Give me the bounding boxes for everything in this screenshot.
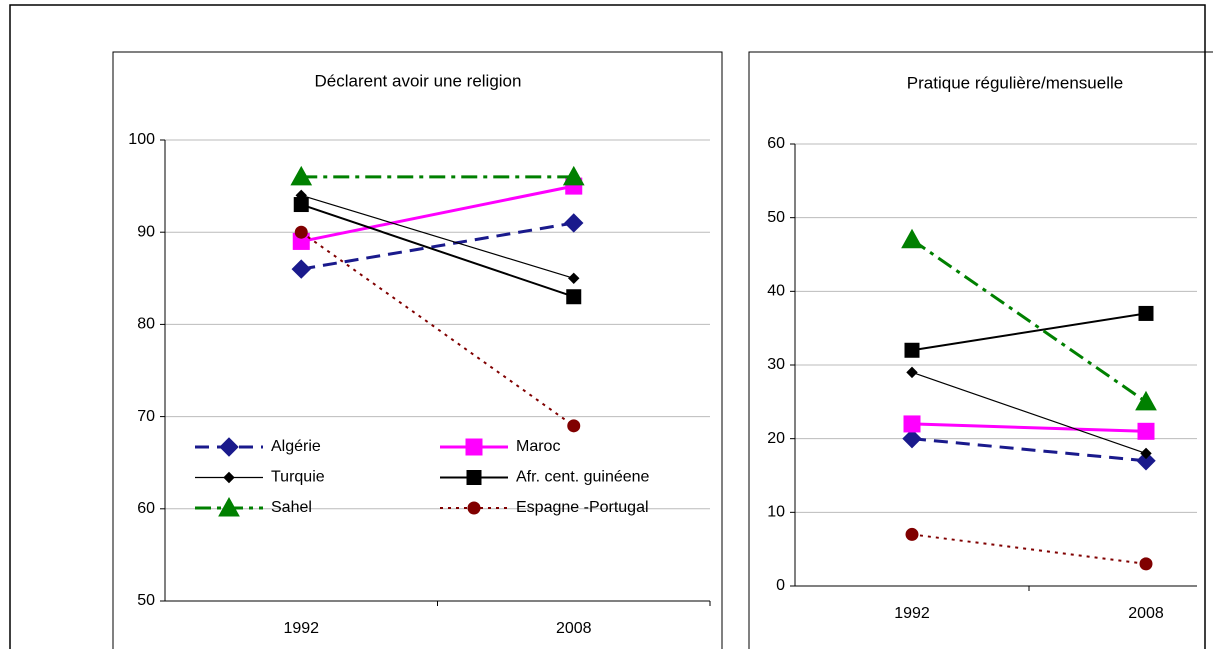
legend-label: Afr. cent. guinéene <box>516 469 650 486</box>
legend-label: Sahel <box>271 499 312 516</box>
marker <box>901 228 923 249</box>
marker <box>562 165 585 186</box>
marker <box>566 289 582 305</box>
y-tick-label: 80 <box>137 316 155 333</box>
marker <box>1135 390 1157 411</box>
marker <box>1136 451 1156 471</box>
y-tick-label: 10 <box>767 504 785 521</box>
legend-label: Turquie <box>271 469 325 486</box>
y-tick-label: 90 <box>137 223 155 240</box>
marker <box>1139 557 1153 571</box>
marker <box>1138 305 1154 321</box>
y-tick-label: 70 <box>137 408 155 425</box>
y-tick-label: 20 <box>767 430 785 447</box>
y-tick-label: 50 <box>767 209 785 226</box>
legend-marker <box>218 496 240 517</box>
marker <box>568 272 580 285</box>
chart-title: Pratique régulière/mensuelle <box>907 73 1123 92</box>
left-panel <box>112 51 723 649</box>
legend-label: Maroc <box>516 438 560 455</box>
y-tick-label: 40 <box>767 283 785 300</box>
y-tick-label: 50 <box>137 592 155 609</box>
legend-marker <box>465 438 483 456</box>
x-tick-label: 1992 <box>283 620 319 637</box>
series-line <box>911 533 1147 565</box>
marker <box>291 259 311 279</box>
marker <box>567 419 581 433</box>
legend-marker <box>467 501 481 515</box>
legend-label: Algérie <box>271 438 321 455</box>
series-line <box>300 203 575 298</box>
series-line <box>911 238 1147 404</box>
series-line <box>301 194 574 279</box>
y-tick-label: 30 <box>767 356 785 373</box>
series-line <box>911 312 1147 352</box>
series-line <box>300 221 575 271</box>
marker <box>293 197 309 213</box>
legend-label: Espagne -Portugal <box>516 499 649 516</box>
marker <box>1140 447 1152 460</box>
right-panel <box>748 51 1213 649</box>
marker <box>905 527 919 541</box>
marker <box>290 165 313 186</box>
marker <box>1137 422 1155 440</box>
series-line <box>911 422 1147 433</box>
series-line <box>911 437 1147 463</box>
marker <box>902 428 922 449</box>
marker <box>904 342 920 358</box>
marker <box>906 366 918 379</box>
legend-marker <box>219 437 239 457</box>
marker <box>294 225 308 239</box>
x-tick-label: 2008 <box>556 620 592 637</box>
series-line <box>300 184 575 243</box>
chart-title: Déclarent avoir une religion <box>315 71 522 90</box>
series-line <box>911 371 1147 454</box>
y-tick-label: 0 <box>776 577 785 594</box>
series-line <box>300 231 575 427</box>
legend-marker <box>223 471 235 484</box>
y-tick-label: 60 <box>767 135 785 152</box>
legend-marker <box>466 470 482 485</box>
x-tick-label: 1992 <box>894 605 930 622</box>
y-tick-label: 100 <box>128 131 155 148</box>
x-tick-label: 2008 <box>1128 605 1164 622</box>
outer-frame <box>9 4 1206 649</box>
marker <box>903 415 921 433</box>
y-tick-label: 60 <box>137 500 155 517</box>
marker <box>564 213 584 233</box>
